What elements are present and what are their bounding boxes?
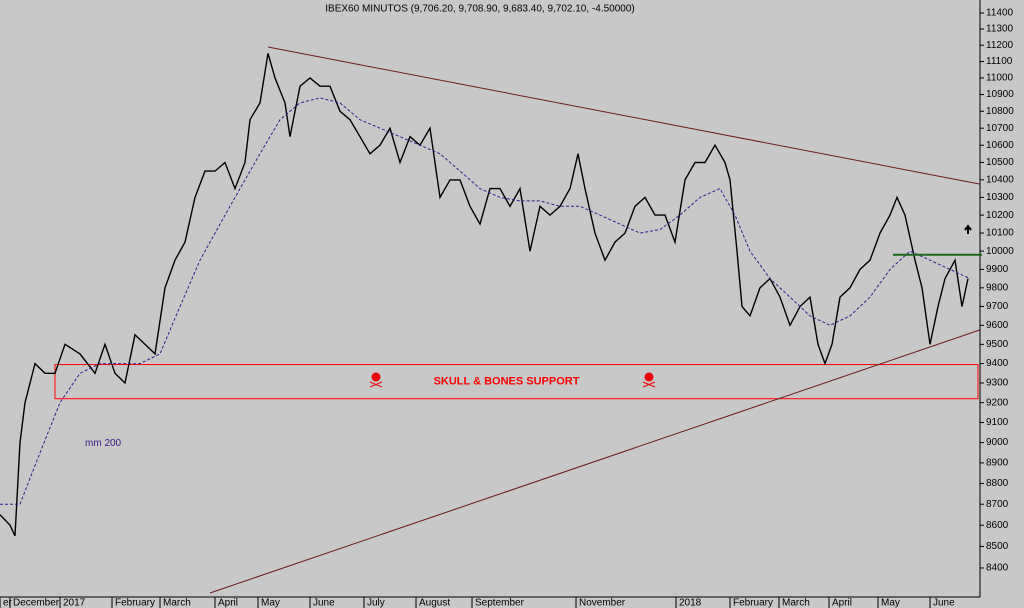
y-tick-label: 10100 <box>986 228 1014 239</box>
y-tick-label: 9600 <box>986 320 1009 331</box>
y-tick-label: 10600 <box>986 140 1014 151</box>
support-zone <box>54 364 979 400</box>
y-tick-label: 10300 <box>986 192 1014 203</box>
skull-icon <box>369 372 383 388</box>
arrow-up <box>964 224 972 234</box>
y-tick-label: 10900 <box>986 89 1014 100</box>
y-tick-label: 11100 <box>986 56 1013 67</box>
y-tick-label: 11300 <box>986 24 1014 35</box>
y-tick-label: 11000 <box>986 73 1014 84</box>
y-tick-label: 10400 <box>986 175 1014 186</box>
x-tick-label: April <box>218 598 238 608</box>
x-tick-label: July <box>367 598 385 608</box>
y-tick-label: 11200 <box>986 40 1014 51</box>
y-tick-label: 8800 <box>986 478 1009 489</box>
y-tick-label: 8600 <box>986 520 1009 531</box>
y-tick-label: 9900 <box>986 264 1009 275</box>
chart-title: IBEX60 MINUTOS (9,706.20, 9,708.90, 9,68… <box>325 4 634 15</box>
y-tick-label: 9100 <box>986 417 1009 428</box>
y-tick-label: 8900 <box>986 458 1009 469</box>
x-tick-label: December <box>13 598 60 608</box>
price-line <box>0 53 969 537</box>
x-tick-label: June <box>313 598 335 608</box>
y-tick-label: 10700 <box>986 123 1014 134</box>
x-tick-label: May <box>261 598 280 608</box>
y-tick-label: 11400 <box>986 8 1014 19</box>
x-tick-label: August <box>419 598 450 608</box>
series-label: mm 200 <box>85 438 122 449</box>
y-tick-label: 8700 <box>986 499 1009 510</box>
y-tick-label: 9700 <box>986 301 1009 312</box>
y-tick-label: 9300 <box>986 378 1009 389</box>
y-tick-label: 8400 <box>986 563 1009 574</box>
x-tick-label: June <box>933 598 955 608</box>
trendline <box>267 46 981 185</box>
trendline <box>209 329 981 594</box>
x-tick-label: February <box>115 598 155 608</box>
x-tick-label: March <box>782 598 810 608</box>
x-tick-label: 2018 <box>679 598 702 608</box>
support-zone-label: SKULL & BONES SUPPORT <box>434 376 580 388</box>
y-tick-label: 10000 <box>986 246 1014 257</box>
y-tick-label: 9800 <box>986 282 1009 293</box>
y-tick-label: 9200 <box>986 397 1009 408</box>
x-tick-label: February <box>733 598 773 608</box>
x-tick-label: September <box>475 598 525 608</box>
x-tick-label: er <box>3 598 13 608</box>
y-tick-label: 10200 <box>986 210 1014 221</box>
x-tick-label: November <box>579 598 626 608</box>
x-tick-label: April <box>832 598 852 608</box>
y-tick-label: 10500 <box>986 157 1014 168</box>
price-line <box>0 97 971 505</box>
skull-icon <box>642 372 656 388</box>
y-tick-label: 9400 <box>986 358 1009 369</box>
x-tick-label: May <box>881 598 900 608</box>
y-tick-label: 8500 <box>986 541 1009 552</box>
x-tick-label: March <box>163 598 191 608</box>
x-tick-label: 2017 <box>63 598 86 608</box>
y-tick-label: 10800 <box>986 106 1014 117</box>
y-tick-label: 9000 <box>986 437 1009 448</box>
y-tick-label: 9500 <box>986 339 1009 350</box>
